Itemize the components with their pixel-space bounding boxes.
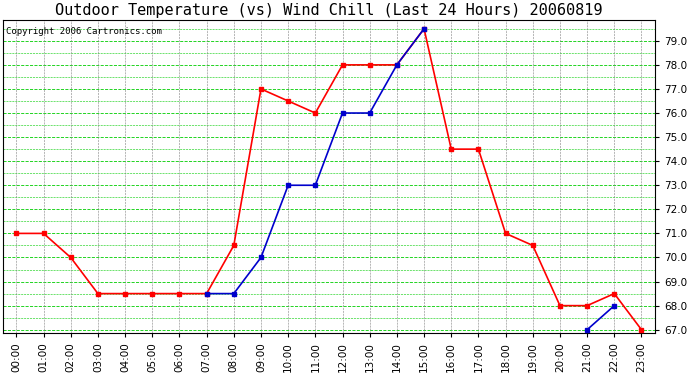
Title: Outdoor Temperature (vs) Wind Chill (Last 24 Hours) 20060819: Outdoor Temperature (vs) Wind Chill (Las…: [55, 3, 602, 18]
Text: Copyright 2006 Cartronics.com: Copyright 2006 Cartronics.com: [6, 27, 162, 36]
